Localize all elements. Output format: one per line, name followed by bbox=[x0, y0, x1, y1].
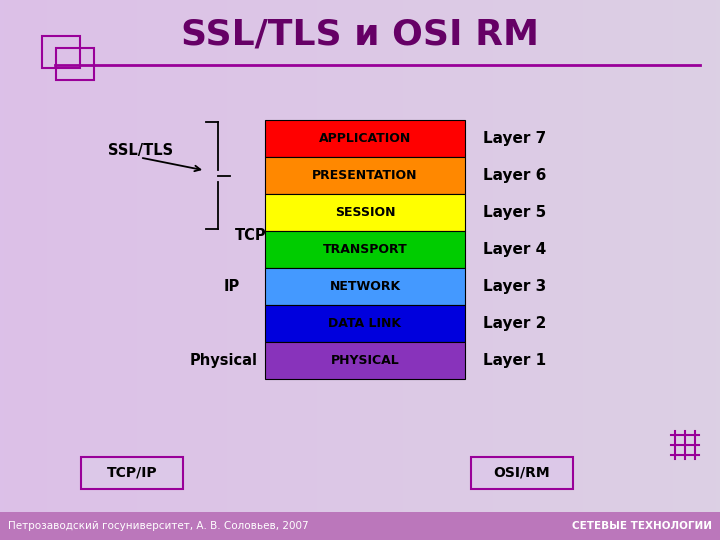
Bar bbox=[265, 305, 465, 342]
Text: SSL/TLS и OSI RM: SSL/TLS и OSI RM bbox=[181, 18, 539, 52]
Text: SSL/TLS: SSL/TLS bbox=[108, 143, 173, 158]
Bar bbox=[265, 194, 465, 231]
Bar bbox=[42, 36, 80, 68]
Text: DATA LINK: DATA LINK bbox=[328, 317, 402, 330]
Bar bbox=[265, 342, 465, 379]
Text: Петрозаводский госуниверситет, А. В. Соловьев, 2007: Петрозаводский госуниверситет, А. В. Сол… bbox=[8, 521, 309, 531]
Text: APPLICATION: APPLICATION bbox=[319, 132, 411, 145]
Bar bbox=[265, 231, 465, 268]
FancyBboxPatch shape bbox=[471, 457, 573, 489]
Text: СЕТЕВЫЕ ТЕХНОЛОГИИ: СЕТЕВЫЕ ТЕХНОЛОГИИ bbox=[572, 521, 712, 531]
Text: NETWORK: NETWORK bbox=[330, 280, 400, 293]
Bar bbox=[265, 268, 465, 305]
Bar bbox=[265, 157, 465, 194]
Text: Layer 3: Layer 3 bbox=[483, 279, 546, 294]
Text: TCP/IP: TCP/IP bbox=[107, 466, 157, 480]
Text: Layer 7: Layer 7 bbox=[483, 131, 546, 146]
Bar bbox=[56, 48, 94, 80]
Text: OSI/RM: OSI/RM bbox=[494, 466, 550, 480]
Text: PRESENTATION: PRESENTATION bbox=[312, 169, 418, 182]
Text: Layer 1: Layer 1 bbox=[483, 353, 546, 368]
Text: Layer 6: Layer 6 bbox=[483, 168, 546, 183]
Bar bbox=[265, 120, 465, 157]
Bar bbox=[0, 512, 720, 540]
Text: Layer 4: Layer 4 bbox=[483, 242, 546, 257]
Text: Layer 2: Layer 2 bbox=[483, 316, 546, 331]
Text: TCP: TCP bbox=[235, 228, 266, 244]
Text: TRANSPORT: TRANSPORT bbox=[323, 243, 408, 256]
Text: PHYSICAL: PHYSICAL bbox=[330, 354, 400, 367]
Text: Layer 5: Layer 5 bbox=[483, 205, 546, 220]
Text: IP: IP bbox=[224, 279, 240, 294]
Text: SESSION: SESSION bbox=[335, 206, 395, 219]
FancyBboxPatch shape bbox=[81, 457, 183, 489]
Text: Physical: Physical bbox=[190, 353, 258, 368]
